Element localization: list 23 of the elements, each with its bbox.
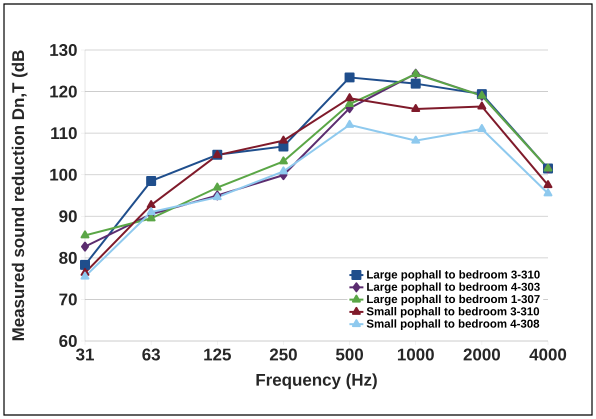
y-tick-label: 80 <box>59 252 77 264</box>
legend-label: Large pophall to bedroom 1-307 <box>367 294 540 306</box>
x-tick-label: 31 <box>76 348 94 361</box>
x-tick-label: 125 <box>204 348 231 361</box>
x-axis-title: Frequency (Hz) <box>256 373 377 390</box>
y-tick-label: 70 <box>59 293 77 306</box>
x-tick-label: 250 <box>270 348 297 361</box>
x-tick-label: 500 <box>336 348 363 361</box>
y-tick-label: 100 <box>50 168 77 181</box>
y-tick-label: 60 <box>59 335 77 347</box>
y-tick-label: 120 <box>50 86 77 98</box>
legend-label: Small pophall to bedroom 4-308 <box>366 319 540 330</box>
legend-label: Small pophall to bedroom 3-310 <box>366 307 540 318</box>
y-axis-title: Measured sound reduction Dn,T (dB <box>12 50 28 340</box>
y-tick-label: 110 <box>51 127 77 140</box>
legend-label: Large pophall to bedroom 4-303 <box>367 282 540 294</box>
legend-label: Large pophall to bedroom 3-310 <box>367 270 540 281</box>
x-tick-label: 63 <box>142 348 160 361</box>
y-tick-label: 90 <box>59 210 77 222</box>
x-tick-label: 1000 <box>398 348 434 361</box>
y-tick-label: 130 <box>50 44 77 56</box>
x-tick-label: 2000 <box>464 348 500 361</box>
x-tick-label: 4000 <box>529 348 566 361</box>
